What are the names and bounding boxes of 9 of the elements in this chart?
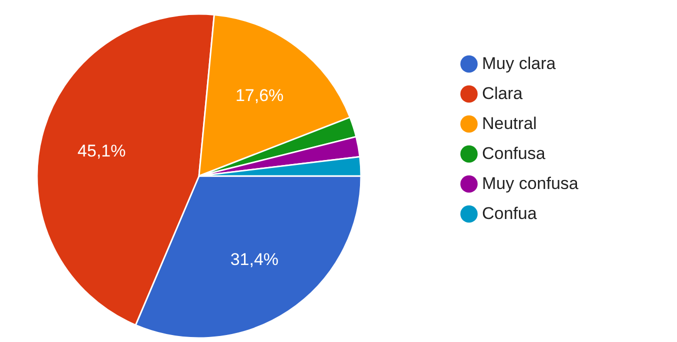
data-label: 31,4% bbox=[230, 250, 279, 269]
legend-label: Confua bbox=[482, 204, 538, 223]
legend-label: Neutral bbox=[482, 114, 537, 133]
legend-label: Muy clara bbox=[482, 54, 556, 73]
legend-label: Clara bbox=[482, 84, 524, 103]
data-label: 17,6% bbox=[235, 86, 284, 105]
legend-label: Muy confusa bbox=[482, 174, 579, 193]
legend-label: Confusa bbox=[482, 144, 546, 163]
data-label: 45,1% bbox=[78, 141, 126, 160]
